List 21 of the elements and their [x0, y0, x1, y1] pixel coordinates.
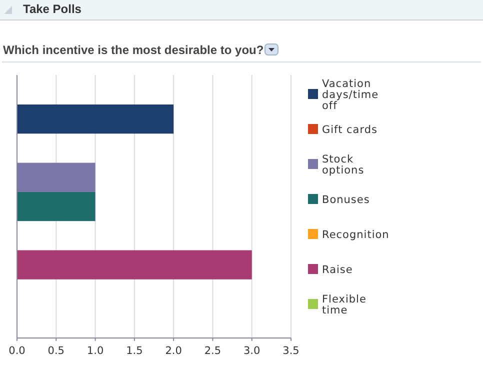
x-tick-label: 2.5	[204, 345, 222, 357]
x-tick-label: 3.0	[244, 345, 260, 357]
bar	[17, 104, 174, 134]
x-tick-label: 1.0	[86, 345, 104, 357]
legend-label: Stock options	[322, 154, 364, 176]
bar	[17, 192, 96, 222]
legend-label: Flexible time	[322, 294, 366, 316]
x-tick-label: 2.0	[165, 345, 182, 357]
x-tick-label: 1.5	[126, 345, 143, 357]
x-tick-label: 3.5	[282, 345, 300, 357]
x-tick-label: 0.5	[48, 345, 64, 357]
legend-label: Raise	[322, 264, 353, 276]
chart-subtitle: Which incentive is the most desirable to you?	[3, 43, 264, 57]
legend-label: Recognition	[322, 229, 390, 241]
bar	[17, 250, 252, 280]
legend-label: Gift cards	[322, 124, 378, 136]
x-tick-label: 0.0	[8, 345, 26, 357]
bar	[17, 162, 96, 192]
legend-label: Vacation days/time off	[322, 78, 379, 112]
chart-title: Take Polls	[23, 2, 82, 16]
legend-label: Bonuses	[322, 194, 370, 206]
